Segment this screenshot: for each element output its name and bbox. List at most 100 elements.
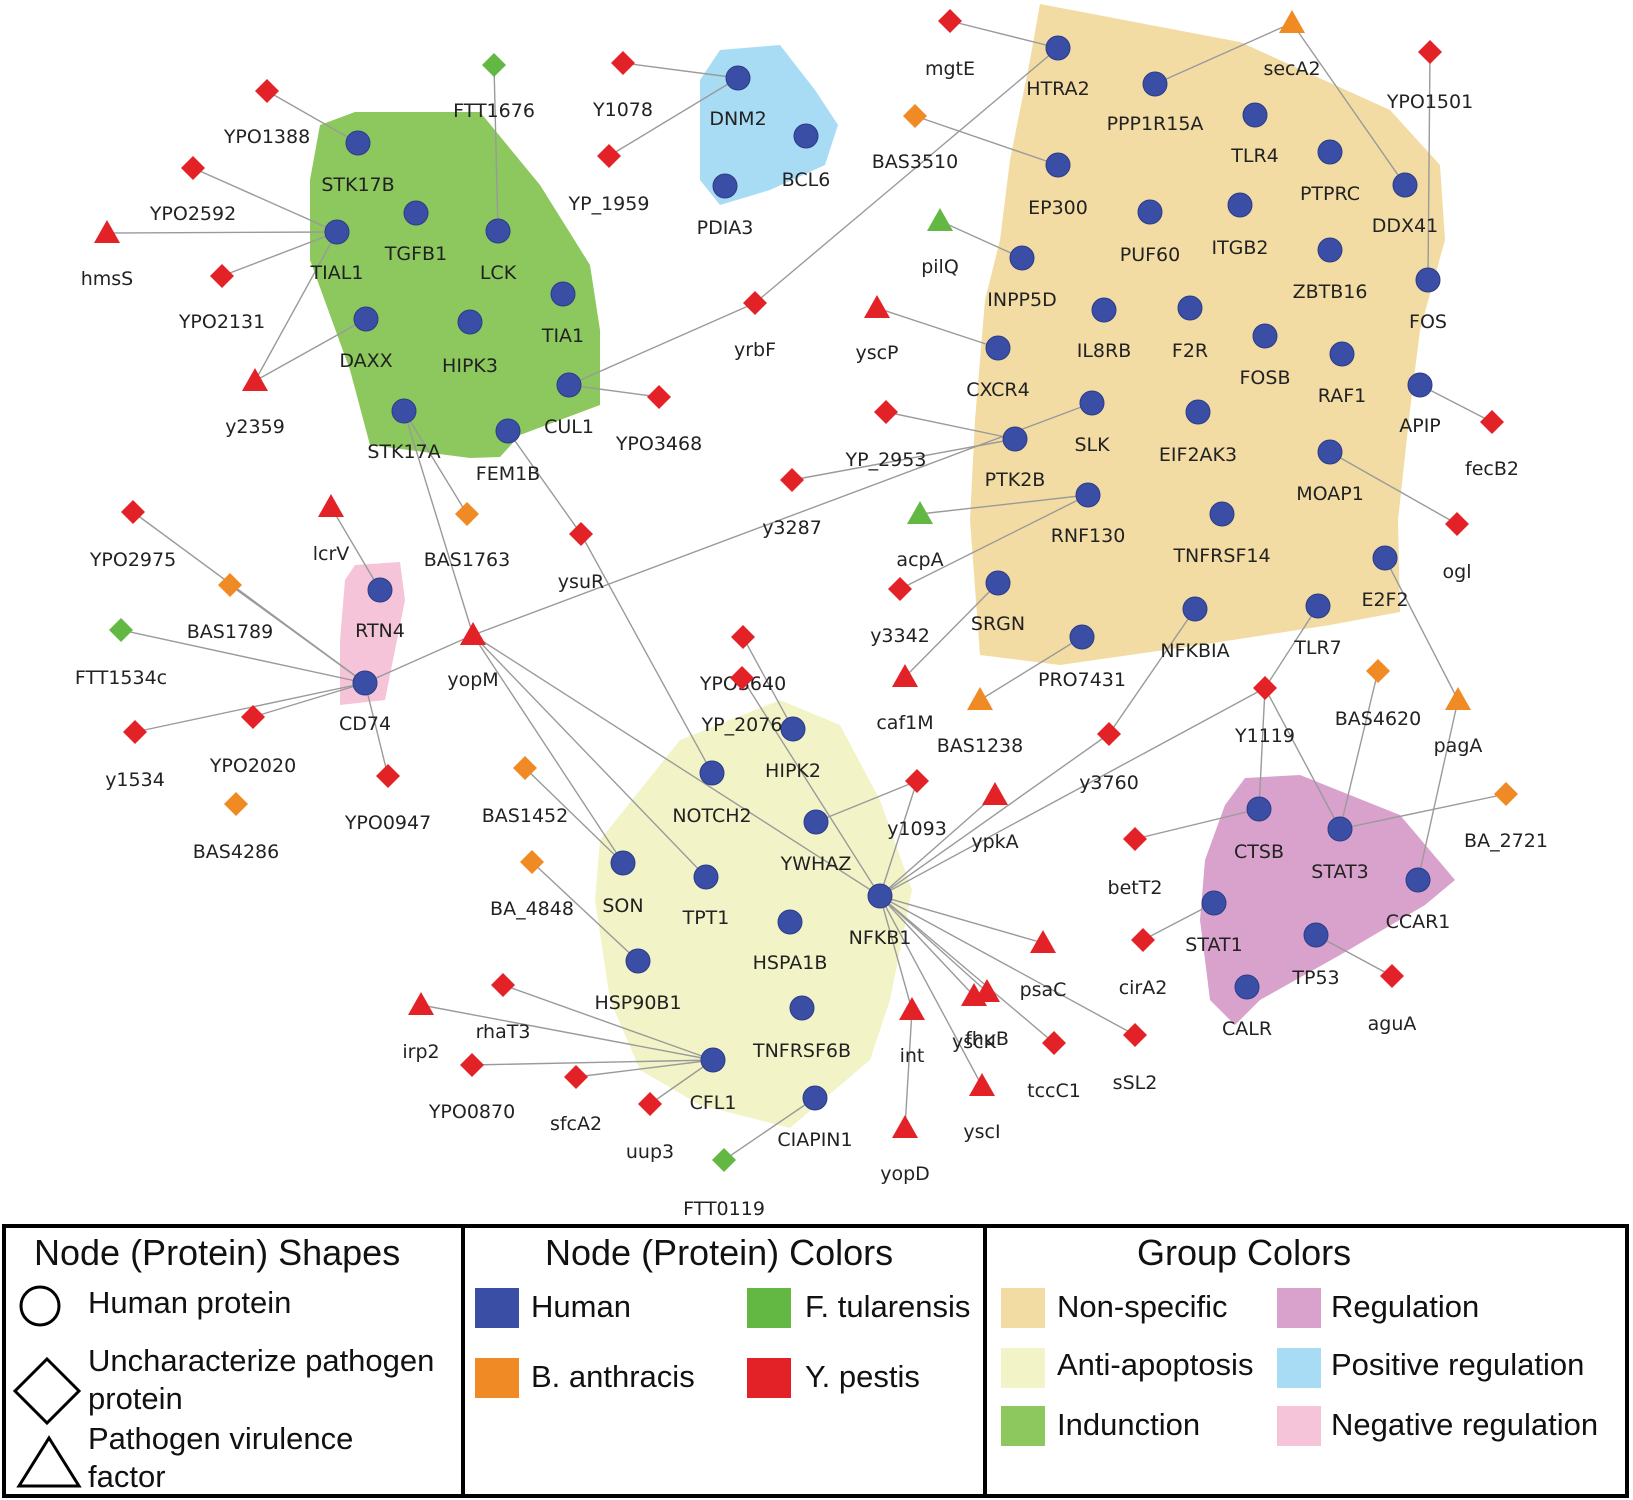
node-DAXX[interactable] xyxy=(353,306,379,332)
node-HIPK2[interactable] xyxy=(780,716,806,742)
node-FEM1B[interactable] xyxy=(495,418,521,444)
node-CXCR4[interactable] xyxy=(985,335,1011,361)
node-FTT1676[interactable] xyxy=(482,53,506,77)
node-yscI[interactable] xyxy=(969,1073,995,1096)
node-sfcA2[interactable] xyxy=(564,1065,588,1089)
node-YPO2975[interactable] xyxy=(121,500,145,524)
node-secA2[interactable] xyxy=(1279,10,1305,33)
node-BAS1789[interactable] xyxy=(218,573,242,597)
node-yscP[interactable] xyxy=(864,295,890,318)
node-E2F2[interactable] xyxy=(1372,545,1398,571)
node-mgtE[interactable] xyxy=(938,9,962,33)
node-int[interactable] xyxy=(899,997,925,1020)
node-YPO3640[interactable] xyxy=(731,625,755,649)
node-BAS1763[interactable] xyxy=(455,502,479,526)
node-ZBTB16[interactable] xyxy=(1317,237,1343,263)
node-BAS4286[interactable] xyxy=(224,792,248,816)
node-pilQ[interactable] xyxy=(927,208,953,231)
node-RTN4[interactable] xyxy=(367,577,393,603)
node-STK17B[interactable] xyxy=(345,130,371,156)
node-YPO1388[interactable] xyxy=(255,79,279,103)
node-TLR4[interactable] xyxy=(1242,102,1268,128)
node-BAS1238[interactable] xyxy=(967,687,993,710)
node-acpA[interactable] xyxy=(907,501,933,524)
node-YPO0870[interactable] xyxy=(460,1053,484,1077)
node-yscK[interactable] xyxy=(961,983,987,1006)
node-TIA1[interactable] xyxy=(550,281,576,307)
node-CIAPIN1[interactable] xyxy=(802,1085,828,1111)
node-NFKBIA[interactable] xyxy=(1182,596,1208,622)
node-fecB2[interactable] xyxy=(1480,410,1504,434)
node-PRO7431[interactable] xyxy=(1069,624,1095,650)
node-BAS1452[interactable] xyxy=(513,756,537,780)
node-F2R[interactable] xyxy=(1177,295,1203,321)
node-PPP1R15A[interactable] xyxy=(1142,71,1168,97)
node-PUF60[interactable] xyxy=(1137,199,1163,225)
node-TLR7[interactable] xyxy=(1305,593,1331,619)
node-EP300[interactable] xyxy=(1045,152,1071,178)
node-hmsS[interactable] xyxy=(94,220,120,243)
node-CFL1[interactable] xyxy=(700,1047,726,1073)
node-YPO2020[interactable] xyxy=(241,705,265,729)
node-STAT3[interactable] xyxy=(1327,816,1353,842)
node-HTRA2[interactable] xyxy=(1045,35,1071,61)
node-HSP90B1[interactable] xyxy=(625,948,651,974)
node-DDX41[interactable] xyxy=(1392,172,1418,198)
node-EIF2AK3[interactable] xyxy=(1185,399,1211,425)
node-NFKB1[interactable] xyxy=(867,883,893,909)
node-y1534[interactable] xyxy=(123,720,147,744)
node-STAT1[interactable] xyxy=(1201,890,1227,916)
node-y1093[interactable] xyxy=(905,769,929,793)
node-pagA[interactable] xyxy=(1445,687,1471,710)
node-TP53[interactable] xyxy=(1303,922,1329,948)
node-uup3[interactable] xyxy=(638,1092,662,1116)
node-yrbF[interactable] xyxy=(743,291,767,315)
node-betT2[interactable] xyxy=(1123,827,1147,851)
node-y2359[interactable] xyxy=(242,368,268,391)
node-NOTCH2[interactable] xyxy=(699,760,725,786)
node-yopM[interactable] xyxy=(460,622,486,645)
node-YPO1501[interactable] xyxy=(1418,40,1442,64)
node-PTPRC[interactable] xyxy=(1317,139,1343,165)
node-BAS3510[interactable] xyxy=(903,104,927,128)
node-FOSB[interactable] xyxy=(1252,323,1278,349)
node-TGFB1[interactable] xyxy=(403,200,429,226)
node-Y1078[interactable] xyxy=(611,51,635,75)
node-SRGN[interactable] xyxy=(985,570,1011,596)
node-FTT1534c[interactable] xyxy=(109,618,133,642)
node-YP_1959[interactable] xyxy=(597,144,621,168)
node-YPO2131[interactable] xyxy=(210,264,234,288)
node-CUL1[interactable] xyxy=(556,372,582,398)
node-APIP[interactable] xyxy=(1407,372,1433,398)
node-SON[interactable] xyxy=(610,850,636,876)
node-INPP5D[interactable] xyxy=(1009,245,1035,271)
node-YPO0947[interactable] xyxy=(376,764,400,788)
node-TIAL1[interactable] xyxy=(324,219,350,245)
node-RNF130[interactable] xyxy=(1075,482,1101,508)
node-lcrV[interactable] xyxy=(318,494,344,517)
node-YWHAZ[interactable] xyxy=(803,809,829,835)
node-psaC[interactable] xyxy=(1030,930,1056,953)
node-ITGB2[interactable] xyxy=(1227,192,1253,218)
node-cirA2[interactable] xyxy=(1131,928,1155,952)
node-BA_4848[interactable] xyxy=(520,850,544,874)
node-RAF1[interactable] xyxy=(1329,341,1355,367)
node-DNM2[interactable] xyxy=(725,65,751,91)
node-ypkA[interactable] xyxy=(982,782,1008,805)
node-BA_2721[interactable] xyxy=(1494,782,1518,806)
node-YP_2953[interactable] xyxy=(874,400,898,424)
node-FTT0119[interactable] xyxy=(712,1148,736,1172)
node-MOAP1[interactable] xyxy=(1317,439,1343,465)
node-caf1M[interactable] xyxy=(892,664,918,687)
node-FOS[interactable] xyxy=(1415,267,1441,293)
node-LCK[interactable] xyxy=(485,218,511,244)
node-y3760[interactable] xyxy=(1097,722,1121,746)
node-TPT1[interactable] xyxy=(693,864,719,890)
node-YPO2592[interactable] xyxy=(181,156,205,180)
node-ogl[interactable] xyxy=(1445,512,1469,536)
node-TNFRSF14[interactable] xyxy=(1209,501,1235,527)
node-TNFRSF6B[interactable] xyxy=(789,995,815,1021)
node-aguA[interactable] xyxy=(1380,964,1404,988)
node-CALR[interactable] xyxy=(1234,974,1260,1000)
node-ysuR[interactable] xyxy=(569,522,593,546)
